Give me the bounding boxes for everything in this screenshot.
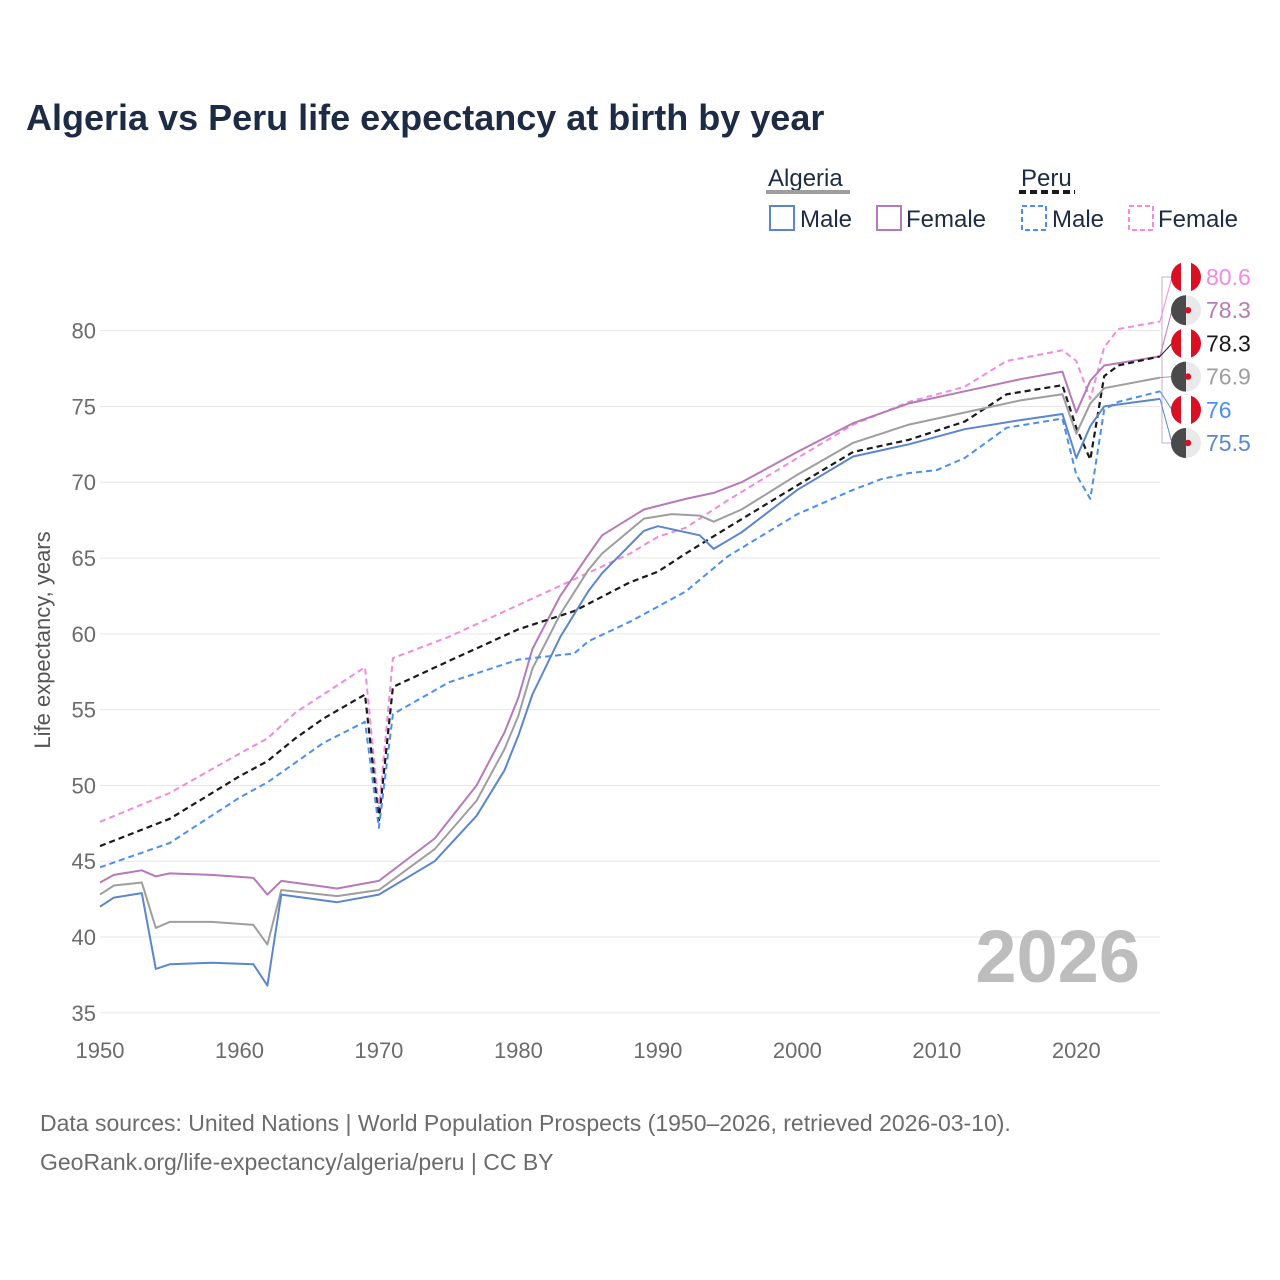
x-tick-label: 1960 [215, 1038, 264, 1063]
legend-algeria-male-label: Male [800, 206, 852, 233]
y-tick-label: 75 [72, 394, 96, 419]
algeria-flag-crescent [1184, 439, 1192, 447]
y-tick-label: 80 [72, 319, 96, 344]
legend-peru-label: Peru [1021, 165, 1072, 192]
chart-title: Algeria vs Peru life expectancy at birth… [26, 97, 824, 138]
end-value-peru_female: 80.6 [1206, 264, 1251, 290]
end-value-peru_male: 76 [1206, 397, 1232, 423]
legend-peru-male-label: Male [1052, 206, 1104, 233]
algeria-flag-crescent [1184, 373, 1192, 380]
series-line-alg_male [99, 397, 1161, 987]
y-tick-label: 55 [72, 698, 96, 723]
x-tick-label: 2000 [773, 1038, 822, 1063]
legend-algeria-label: Algeria [768, 165, 843, 192]
series-line-peru_female [99, 320, 1161, 823]
algeria-flag-crescent [1184, 307, 1192, 314]
y-tick-label: 35 [72, 1001, 96, 1026]
x-tick-label: 1950 [76, 1038, 125, 1063]
peru-flag-stripe [1181, 328, 1191, 359]
y-tick-label: 70 [72, 470, 96, 495]
legend-algeria-female-swatch [876, 205, 902, 231]
algeria-flag-half [1171, 361, 1186, 392]
series-line-peru_total [99, 355, 1161, 848]
legend-peru-male-swatch [1021, 205, 1047, 231]
x-axis-ticks: 1950 1960 1970 1980 1990 2000 2010 2020 [76, 1038, 1101, 1063]
x-tick-label: 2020 [1052, 1038, 1101, 1063]
end-label-connector [1159, 343, 1173, 357]
series-lines [99, 320, 1161, 987]
legend-peru-female-label: Female [1158, 206, 1238, 233]
peru-flag-stripe [1181, 394, 1191, 425]
legend: Algeria Male Female Peru Male Female [766, 165, 1238, 233]
legend-algeria-female-label: Female [906, 206, 986, 233]
x-tick-label: 2010 [912, 1038, 961, 1063]
end-value-alg_total: 76.9 [1206, 364, 1251, 390]
legend-peru-female-swatch [1128, 205, 1154, 231]
gridlines [100, 330, 1160, 1014]
end-value-alg_female: 78.3 [1206, 297, 1251, 323]
source-line-2: GeoRank.org/life-expectancy/algeria/peru… [40, 1149, 554, 1175]
x-tick-label: 1970 [354, 1038, 403, 1063]
series-line-alg_female [99, 355, 1161, 896]
x-tick-label: 1980 [494, 1038, 543, 1063]
algeria-flag-half [1171, 428, 1186, 458]
end-label-connector [1159, 391, 1173, 411]
y-tick-label: 40 [72, 925, 96, 950]
algeria-flag-half [1171, 295, 1186, 326]
x-tick-label: 1990 [633, 1038, 682, 1063]
y-axis-ticks: 35 40 45 50 55 60 65 70 75 80 [72, 319, 96, 1026]
end-label-bracket [1161, 276, 1172, 444]
y-tick-label: 45 [72, 849, 96, 874]
peru-flag-stripe [1181, 262, 1191, 292]
end-value-peru_total: 78.3 [1206, 330, 1251, 356]
end-label-connector [1159, 276, 1173, 322]
y-tick-label: 50 [72, 773, 96, 798]
end-label-connector [1159, 376, 1173, 379]
end-label-connector [1159, 310, 1173, 357]
year-watermark: 2026 [975, 915, 1140, 998]
end-value-alg_male: 75.5 [1206, 430, 1251, 456]
y-tick-label: 60 [72, 622, 96, 647]
end-label-connector [1159, 398, 1173, 444]
series-line-peru_male [99, 390, 1161, 869]
y-tick-label: 65 [72, 546, 96, 571]
end-labels: 80.6 78.3 78.3 76.9 76 75.5 [1159, 262, 1251, 458]
legend-algeria-male-swatch [769, 205, 795, 231]
series-line-alg_total [99, 376, 1161, 946]
source-line-1: Data sources: United Nations | World Pop… [40, 1110, 1011, 1136]
y-axis-label: Life expectancy, years [30, 531, 55, 748]
